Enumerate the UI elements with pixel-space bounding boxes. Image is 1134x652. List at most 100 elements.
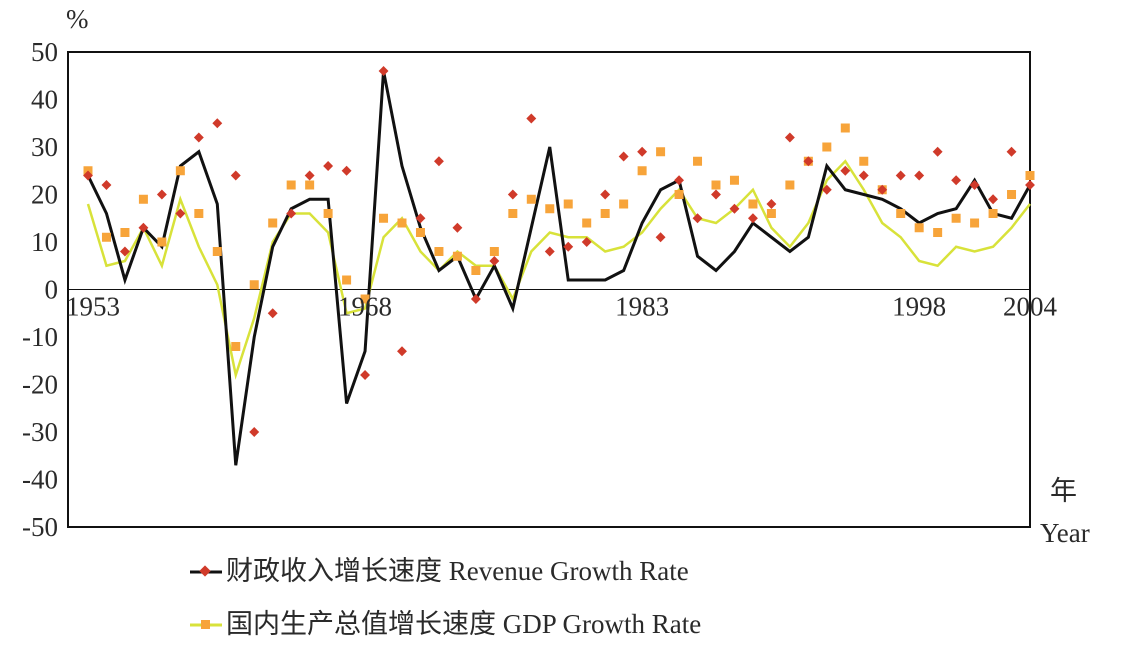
gdp-growth-point	[120, 228, 130, 237]
y-tick-label: 50	[31, 37, 58, 67]
gdp-growth-point	[434, 247, 444, 256]
revenue-growth-point	[101, 180, 112, 190]
legend-revenue-marker	[199, 565, 211, 577]
gdp-growth-point	[342, 275, 352, 285]
gdp-growth-point	[508, 209, 518, 218]
legend-gdp-label: 国内生产总值增长速度 GDP Growth Rate	[226, 609, 701, 639]
x-tick-label: 1968	[338, 292, 392, 322]
gdp-growth-point	[323, 209, 333, 218]
revenue-growth-point	[729, 203, 740, 214]
revenue-growth-point	[323, 161, 334, 171]
x-tick-label: 2004	[1003, 292, 1058, 322]
gdp-growth-point	[693, 156, 703, 166]
revenue-growth-point	[212, 118, 223, 129]
gdp-growth-point	[489, 247, 499, 256]
revenue-growth-point	[397, 346, 407, 357]
gdp-growth-point	[305, 180, 315, 190]
x-axis-label-cn: 年	[1050, 476, 1077, 506]
legend-item-gdp: 国内生产总值增长速度 GDP Growth Rate	[190, 609, 701, 639]
x-tick-label: 1998	[892, 292, 946, 322]
revenue-growth-point	[618, 151, 629, 162]
series-layer	[83, 66, 1035, 466]
revenue-growth-point	[951, 175, 962, 186]
revenue-growth-point	[119, 246, 130, 257]
revenue-growth-point	[858, 170, 869, 181]
revenue-growth-point	[766, 199, 777, 209]
gdp-growth-point	[415, 228, 425, 237]
y-tick-labels: 50 40 30 20 10 0 -10 -20 -30 -40 -50	[22, 37, 58, 542]
revenue-growth-point	[600, 189, 611, 200]
legend-item-revenue: 财政收入增长速度 Revenue Growth Rate	[190, 556, 689, 586]
revenue-growth-point	[1006, 146, 1017, 157]
gdp-growth-point	[896, 209, 906, 218]
gdp-growth-point	[766, 209, 776, 218]
y-tick-label: -30	[22, 417, 58, 447]
revenue-growth-point	[637, 146, 648, 157]
revenue-growth-point	[544, 246, 555, 257]
x-tick-labels: 1953 1968 1983 1998 2004	[66, 292, 1058, 322]
revenue-growth-point	[286, 208, 297, 219]
revenue-growth-point	[156, 189, 167, 200]
revenue-growth-point	[83, 170, 93, 181]
gdp-growth-point	[360, 294, 370, 304]
revenue-growth-point	[175, 208, 186, 219]
gdp-growth-line	[86, 159, 1031, 380]
legend-revenue-label: 财政收入增长速度 Revenue Growth Rate	[226, 556, 689, 586]
revenue-growth-point	[563, 241, 574, 252]
revenue-growth-point	[932, 146, 943, 157]
gdp-growth-point	[711, 180, 721, 190]
gdp-growth-point	[231, 342, 241, 351]
gdp-growth-point	[452, 251, 462, 261]
gdp-growth-point	[545, 204, 555, 214]
x-tick-label: 1953	[66, 292, 120, 322]
gdp-growth-point	[822, 142, 832, 152]
gdp-growth-point	[988, 209, 998, 218]
gdp-growth-point	[175, 166, 185, 176]
gdp-growth-point	[619, 199, 629, 209]
gdp-growth-point	[212, 247, 222, 256]
y-tick-label: -20	[22, 370, 58, 400]
revenue-growth-point	[988, 194, 999, 205]
revenue-growth-point	[711, 189, 721, 200]
y-tick-label: -10	[22, 322, 58, 352]
legend-gdp-marker	[201, 620, 210, 629]
revenue-growth-point	[360, 370, 371, 380]
gdp-growth-point	[674, 190, 684, 199]
revenue-growth-point	[914, 170, 925, 181]
gdp-growth-point	[138, 194, 148, 204]
revenue-growth-point	[433, 156, 444, 167]
gdp-growth-point	[101, 232, 111, 242]
gdp-growth-point	[785, 180, 795, 190]
gdp-growth-point	[268, 218, 278, 228]
y-tick-label: -40	[22, 465, 58, 495]
gdp-growth-point	[914, 223, 924, 233]
gdp-growth-point	[600, 209, 610, 218]
revenue-growth-point	[674, 175, 685, 186]
y-tick-label: 0	[45, 275, 59, 305]
x-tick-label: 1983	[615, 292, 669, 322]
gdp-growth-point	[951, 213, 961, 223]
revenue-growth-point	[969, 180, 980, 190]
y-tick-label: 20	[31, 180, 58, 210]
revenue-growth-point	[230, 170, 241, 181]
y-tick-label: 40	[31, 85, 58, 115]
revenue-growth-point	[267, 308, 278, 319]
revenue-growth-point	[415, 213, 426, 224]
gdp-growth-point	[379, 213, 389, 223]
revenue-growth-point	[452, 222, 463, 233]
gdp-growth-point	[729, 175, 739, 185]
revenue-growth-point	[895, 170, 906, 181]
gdp-growth-point	[1007, 190, 1017, 199]
revenue-growth-point	[489, 256, 500, 266]
legend: 财政收入增长速度 Revenue Growth Rate 国内生产总值增长速度 …	[190, 556, 701, 639]
gdp-growth-point	[249, 280, 259, 290]
gdp-growth-point	[933, 228, 943, 237]
revenue-growth-point	[470, 294, 481, 304]
revenue-growth-point	[581, 237, 592, 247]
y-tick-label: -50	[22, 512, 58, 542]
revenue-growth-point	[249, 427, 260, 437]
gdp-growth-point	[157, 237, 167, 247]
revenue-growth-point	[784, 132, 795, 143]
revenue-growth-point	[526, 113, 537, 124]
